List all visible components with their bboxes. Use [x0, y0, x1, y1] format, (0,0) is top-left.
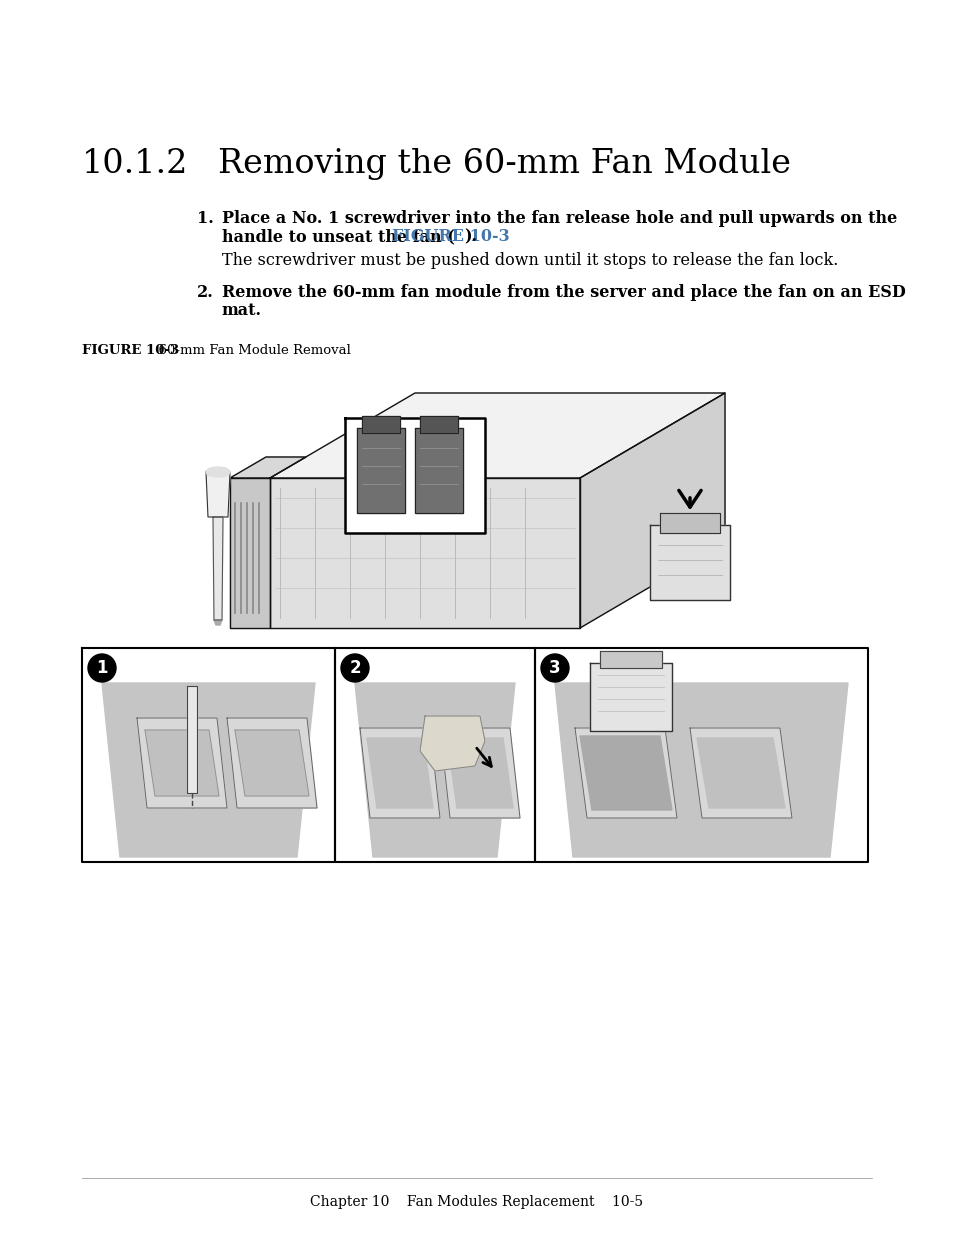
Text: Place a No. 1 screwdriver into the fan release hole and pull upwards on the: Place a No. 1 screwdriver into the fan r…: [222, 210, 897, 227]
Polygon shape: [367, 739, 433, 808]
Text: The screwdriver must be pushed down until it stops to release the fan lock.: The screwdriver must be pushed down unti…: [222, 252, 838, 269]
Text: Removing the 60-mm Fan Module: Removing the 60-mm Fan Module: [218, 148, 790, 180]
Text: FIGURE 10-3: FIGURE 10-3: [82, 345, 179, 357]
Polygon shape: [599, 651, 661, 668]
Text: handle to unseat the fan (: handle to unseat the fan (: [222, 228, 455, 245]
Text: 1: 1: [96, 659, 108, 677]
Polygon shape: [213, 620, 222, 625]
Text: 2.: 2.: [196, 284, 213, 301]
Polygon shape: [535, 648, 867, 862]
Polygon shape: [213, 517, 223, 620]
Polygon shape: [187, 685, 196, 793]
Polygon shape: [689, 727, 791, 818]
Polygon shape: [697, 739, 784, 808]
FancyArrowPatch shape: [679, 490, 700, 508]
Text: ).: ).: [464, 228, 476, 245]
Polygon shape: [270, 393, 724, 478]
Polygon shape: [419, 716, 484, 771]
Text: 2: 2: [349, 659, 360, 677]
Polygon shape: [575, 727, 677, 818]
Text: 3: 3: [549, 659, 560, 677]
Polygon shape: [439, 727, 519, 818]
Polygon shape: [102, 683, 314, 857]
Text: FIGURE 10-3: FIGURE 10-3: [392, 228, 510, 245]
Polygon shape: [415, 429, 462, 513]
Polygon shape: [447, 739, 513, 808]
Polygon shape: [137, 718, 227, 808]
Polygon shape: [356, 429, 405, 513]
Text: mat.: mat.: [222, 303, 262, 319]
Polygon shape: [659, 513, 720, 534]
Polygon shape: [230, 457, 306, 478]
Polygon shape: [361, 416, 399, 433]
Polygon shape: [649, 525, 729, 600]
Polygon shape: [145, 730, 219, 797]
Polygon shape: [589, 663, 671, 731]
Polygon shape: [234, 730, 309, 797]
Text: Chapter 10    Fan Modules Replacement    10-5: Chapter 10 Fan Modules Replacement 10-5: [310, 1195, 643, 1209]
Polygon shape: [230, 478, 270, 629]
Polygon shape: [579, 393, 724, 629]
Polygon shape: [335, 648, 535, 862]
Text: 60-mm Fan Module Removal: 60-mm Fan Module Removal: [150, 345, 351, 357]
Polygon shape: [359, 727, 439, 818]
Polygon shape: [270, 478, 579, 629]
Polygon shape: [419, 416, 457, 433]
Polygon shape: [555, 683, 847, 857]
Ellipse shape: [206, 467, 230, 477]
Polygon shape: [355, 683, 515, 857]
Polygon shape: [345, 417, 484, 534]
Text: Remove the 60-mm fan module from the server and place the fan on an ESD: Remove the 60-mm fan module from the ser…: [222, 284, 904, 301]
Text: 10.1.2: 10.1.2: [82, 148, 188, 180]
Circle shape: [88, 655, 116, 682]
Polygon shape: [206, 472, 230, 517]
Circle shape: [540, 655, 568, 682]
Polygon shape: [82, 648, 335, 862]
Text: 1.: 1.: [196, 210, 213, 227]
Polygon shape: [227, 718, 316, 808]
Circle shape: [340, 655, 369, 682]
Polygon shape: [579, 736, 671, 810]
